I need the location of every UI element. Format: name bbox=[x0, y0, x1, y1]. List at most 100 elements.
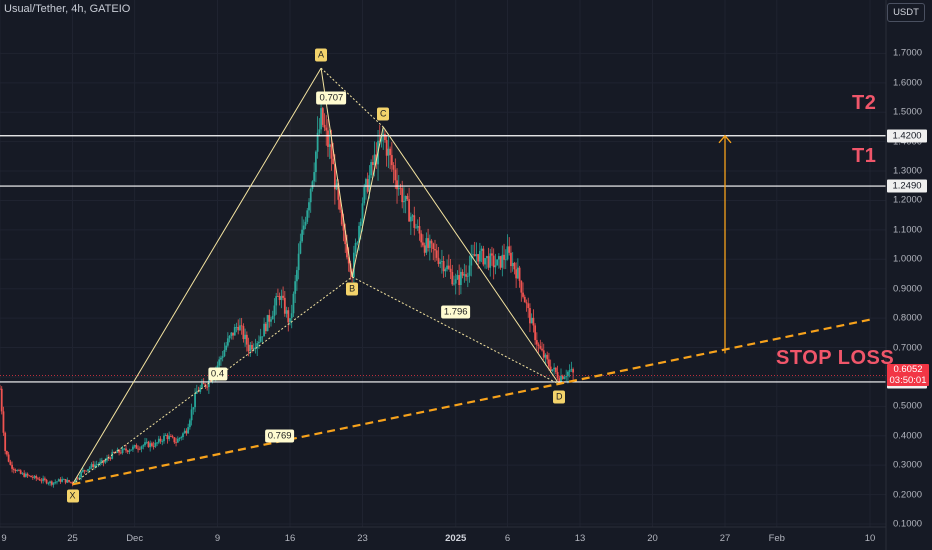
candle-body bbox=[87, 469, 89, 472]
candle-body bbox=[47, 482, 50, 484]
price-tick-label: 1.6000 bbox=[893, 77, 923, 89]
candle-body bbox=[273, 305, 276, 316]
time-tick-label: 20 bbox=[647, 533, 658, 544]
candle-body bbox=[239, 325, 241, 331]
candle-body bbox=[133, 445, 136, 447]
candle-body bbox=[539, 346, 542, 349]
candle-body bbox=[69, 481, 72, 483]
target-arrow-head bbox=[718, 134, 732, 144]
chart-title: Usual/Tether, 4h, GATEIO bbox=[4, 3, 131, 15]
candle-body bbox=[0, 388, 1, 390]
candle-body bbox=[268, 315, 271, 322]
candle-body bbox=[323, 124, 326, 128]
candle-body bbox=[327, 130, 329, 147]
candle-body bbox=[26, 473, 29, 476]
candle-body bbox=[451, 271, 454, 285]
candle-body bbox=[57, 479, 60, 482]
candle-body bbox=[494, 265, 497, 268]
t1-label: T1 bbox=[852, 145, 877, 167]
candle-body bbox=[94, 464, 96, 468]
candle-body bbox=[183, 430, 186, 434]
candle-body bbox=[370, 162, 373, 176]
candle-body bbox=[290, 313, 293, 319]
candle-body bbox=[194, 393, 196, 408]
candle-body bbox=[518, 267, 521, 281]
candle-body bbox=[413, 215, 416, 228]
candle-body bbox=[530, 317, 533, 324]
candle-body bbox=[563, 377, 566, 379]
candle-body bbox=[199, 387, 202, 392]
stop-loss-label: STOP LOSS bbox=[776, 347, 895, 369]
candle-body bbox=[544, 354, 547, 358]
candle-body bbox=[403, 201, 405, 203]
candle-body bbox=[33, 475, 36, 478]
candle-body bbox=[567, 371, 569, 377]
candle-body bbox=[430, 240, 433, 244]
currency-button[interactable]: USDT bbox=[887, 3, 925, 22]
candle-body bbox=[228, 335, 231, 339]
candle-body bbox=[185, 430, 188, 434]
candle-body bbox=[282, 295, 284, 298]
candle-body bbox=[83, 470, 86, 471]
candle-body bbox=[116, 449, 119, 453]
candle-body bbox=[187, 427, 190, 434]
candle-body bbox=[171, 436, 174, 438]
candle-body bbox=[330, 144, 333, 159]
candle-body bbox=[297, 253, 300, 271]
candle-body bbox=[195, 391, 198, 394]
pattern-overlay bbox=[72, 67, 871, 486]
candle-body bbox=[568, 370, 571, 372]
candle-body bbox=[501, 254, 504, 268]
candle-body bbox=[444, 269, 447, 272]
candle-body bbox=[404, 195, 407, 202]
candle-body bbox=[176, 438, 179, 443]
candle-body bbox=[21, 473, 24, 475]
candle-body bbox=[161, 441, 164, 442]
candle-body bbox=[416, 226, 419, 228]
candle-body bbox=[525, 302, 528, 304]
candle-body bbox=[173, 437, 176, 443]
candle-body bbox=[247, 344, 250, 352]
candle-body bbox=[56, 481, 58, 483]
candle-body bbox=[18, 470, 20, 472]
candle-body bbox=[470, 255, 473, 266]
candle-body bbox=[109, 458, 112, 459]
candle-body bbox=[497, 256, 500, 260]
candle-body bbox=[9, 461, 12, 465]
candle-body bbox=[382, 133, 385, 135]
candle-body bbox=[384, 133, 386, 141]
candle-body bbox=[465, 274, 467, 277]
candle-body bbox=[7, 454, 10, 462]
candle-body bbox=[71, 482, 74, 484]
candle-body bbox=[565, 376, 568, 378]
candle-body bbox=[458, 275, 461, 286]
candles bbox=[0, 98, 574, 488]
candle-body bbox=[368, 175, 371, 192]
candle-body bbox=[240, 325, 243, 327]
candle-body bbox=[309, 189, 312, 203]
pattern-ratio-label: 0.4 bbox=[207, 367, 228, 381]
pattern-ratio-bd bbox=[351, 276, 560, 385]
candle-body bbox=[318, 129, 321, 133]
candle-body bbox=[473, 254, 476, 257]
candle-body bbox=[30, 475, 32, 478]
candle-body bbox=[95, 464, 98, 466]
candle-body bbox=[311, 181, 314, 190]
candle-body bbox=[366, 179, 369, 192]
pattern-leg-bc bbox=[351, 126, 384, 278]
t1-price-tag: 1.2490 bbox=[887, 179, 927, 193]
candle-body bbox=[16, 470, 19, 472]
price-tick-label: 1.0000 bbox=[893, 253, 923, 265]
candle-body bbox=[510, 252, 512, 267]
price-tick-label: 0.3000 bbox=[893, 459, 923, 471]
candle-body bbox=[299, 241, 302, 254]
candle-body bbox=[125, 448, 127, 451]
candle-body bbox=[537, 344, 540, 347]
candle-body bbox=[397, 187, 400, 190]
candle-body bbox=[446, 265, 448, 270]
candle-body bbox=[399, 187, 402, 189]
candle-body bbox=[422, 242, 424, 246]
candle-body bbox=[301, 229, 303, 242]
